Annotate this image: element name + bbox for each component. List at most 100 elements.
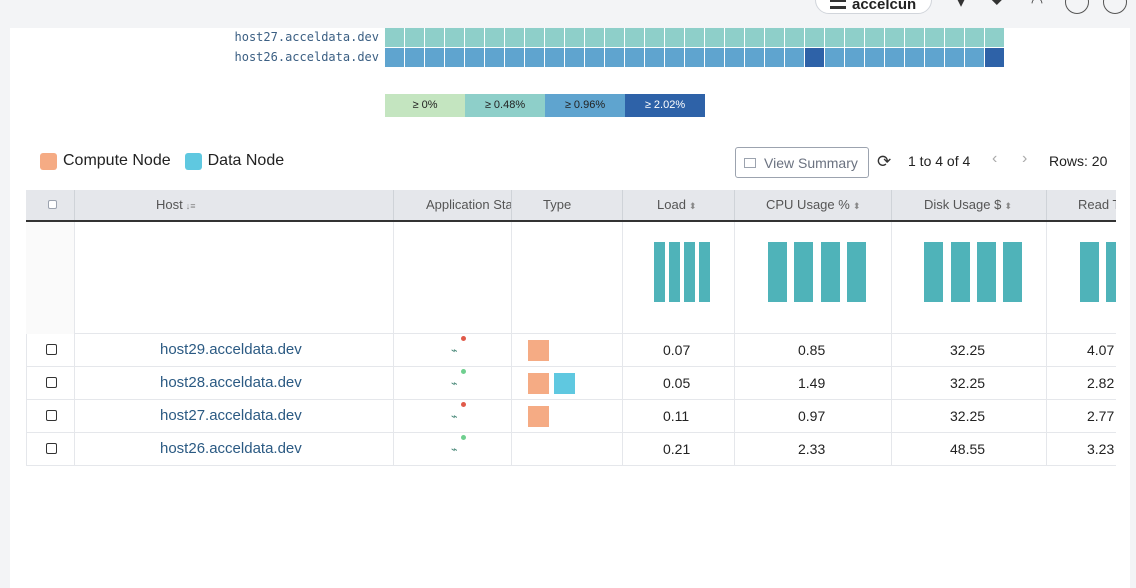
heatmap-cell[interactable] [985, 48, 1004, 67]
host-link[interactable]: host28.acceldata.dev [160, 374, 302, 391]
heatmap-cell[interactable] [705, 48, 724, 67]
rows-per-page[interactable]: Rows: 20 [1049, 153, 1108, 169]
host-link[interactable]: host29.acceldata.dev [160, 341, 302, 358]
heatmap-cell[interactable] [785, 28, 804, 47]
sort-icon[interactable]: ⬍ [1004, 201, 1012, 211]
heatmap-cell[interactable] [505, 48, 524, 67]
heatmap-cell[interactable] [545, 28, 564, 47]
heatmap-cell[interactable] [625, 48, 644, 67]
host-link[interactable]: host26.acceldata.dev [160, 440, 302, 457]
heatmap-cell[interactable] [785, 48, 804, 67]
heatmap-cell[interactable] [985, 28, 1004, 47]
heatmap-cell[interactable] [585, 28, 604, 47]
prev-page-icon[interactable]: ‹ [992, 150, 998, 167]
heatmap-cell[interactable] [665, 48, 684, 67]
sort-icon[interactable]: ⬍ [852, 201, 861, 211]
heatmap-cell[interactable] [925, 48, 944, 67]
heatmap-cell[interactable] [645, 48, 664, 67]
heatmap-cell[interactable] [745, 48, 764, 67]
column-read[interactable]: Read T [1078, 197, 1116, 212]
column-type[interactable]: Type [543, 197, 572, 212]
heatmap-cell[interactable] [625, 28, 644, 47]
heatmap-cell[interactable] [805, 48, 824, 67]
chevron-down-icon[interactable]: ▾ [957, 0, 965, 10]
row-checkbox[interactable] [46, 443, 57, 454]
heatmap-cell[interactable] [585, 48, 604, 67]
table-row[interactable]: host29.acceldata.dev ⌁ 0.07 0.85 32.25 4.07 [26, 334, 1116, 367]
heatmap-cell[interactable] [465, 48, 484, 67]
heatmap-cell[interactable] [925, 28, 944, 47]
heatmap-cell[interactable] [605, 48, 624, 67]
heatmap-cell[interactable] [965, 48, 984, 67]
heatmap-cell[interactable] [485, 28, 504, 47]
heatmap-cell[interactable] [645, 28, 664, 47]
row-checkbox[interactable] [46, 377, 57, 388]
heatmap-cell[interactable] [965, 28, 984, 47]
heatmap-cell[interactable] [905, 28, 924, 47]
select-all-checkbox[interactable] [48, 200, 57, 209]
refresh-icon[interactable]: ⟳ [877, 152, 892, 171]
heatmap-cell[interactable] [905, 48, 924, 67]
table-row[interactable]: host27.acceldata.dev ⌁ 0.11 0.97 32.25 2.77 [26, 400, 1116, 433]
heatmap-cell[interactable] [525, 48, 544, 67]
heatmap-cell[interactable] [745, 28, 764, 47]
heatmap-cell[interactable] [725, 48, 744, 67]
next-page-icon[interactable]: › [1022, 150, 1028, 167]
sort-desc-icon[interactable]: ↓≡ [185, 201, 196, 211]
activity-icon[interactable]: ⌁ [451, 345, 458, 357]
heatmap-cell[interactable] [845, 48, 864, 67]
activity-icon[interactable]: ⌁ [451, 444, 458, 456]
heatmap-cell[interactable] [845, 28, 864, 47]
heatmap-cell[interactable] [445, 48, 464, 67]
heatmap-cell[interactable] [425, 28, 444, 47]
heatmap-cell[interactable] [545, 48, 564, 67]
heatmap-cell[interactable] [445, 28, 464, 47]
heatmap-cell[interactable] [565, 28, 584, 47]
column-disk-usage[interactable]: Disk Usage $ ⬍ [924, 197, 1012, 212]
heatmap-cell[interactable] [405, 28, 424, 47]
heatmap-cell[interactable] [465, 28, 484, 47]
heatmap-cell[interactable] [505, 28, 524, 47]
column-application-status[interactable]: Application Status [426, 197, 511, 212]
bell-icon[interactable]: ⏷ [991, 0, 1003, 10]
heatmap-cell[interactable] [385, 48, 404, 67]
activity-icon[interactable]: ⌁ [451, 378, 458, 390]
heatmap-cell[interactable] [685, 28, 704, 47]
heatmap-cell[interactable] [825, 28, 844, 47]
activity-icon[interactable]: ⌁ [451, 411, 458, 423]
heatmap-cell[interactable] [865, 28, 884, 47]
row-checkbox[interactable] [46, 344, 57, 355]
heatmap-cell[interactable] [825, 48, 844, 67]
column-load[interactable]: Load ⬍ [657, 197, 697, 212]
heatmap-cell[interactable] [705, 28, 724, 47]
heatmap-cell[interactable] [525, 28, 544, 47]
column-host[interactable]: Host ↓≡ [156, 197, 196, 212]
heatmap-cell[interactable] [485, 48, 504, 67]
heatmap-cell[interactable] [405, 48, 424, 67]
user-icon[interactable]: ◠ [1030, 0, 1044, 10]
heatmap-cell[interactable] [885, 28, 904, 47]
legend-data-node[interactable]: Data Node [184, 152, 284, 170]
heatmap-cell[interactable] [725, 28, 744, 47]
heatmap-cell[interactable] [385, 28, 404, 47]
profile-icon[interactable] [1103, 0, 1127, 14]
table-row[interactable]: host28.acceldata.dev ⌁ 0.05 1.49 32.25 2.82 [26, 367, 1116, 400]
heatmap-cell[interactable] [865, 48, 884, 67]
heatmap-cell[interactable] [765, 48, 784, 67]
row-checkbox[interactable] [46, 410, 57, 421]
legend-compute-node[interactable]: Compute Node [40, 152, 171, 170]
heatmap-cell[interactable] [685, 48, 704, 67]
table-row[interactable]: host26.acceldata.dev ⌁ 0.21 2.33 48.55 3.23 [26, 433, 1116, 466]
heatmap-cell[interactable] [425, 48, 444, 67]
apps-icon[interactable] [1065, 0, 1089, 14]
host-link[interactable]: host27.acceldata.dev [160, 407, 302, 424]
heatmap-cell[interactable] [945, 28, 964, 47]
column-cpu-usage[interactable]: CPU Usage % ⬍ [766, 197, 861, 212]
heatmap-cell[interactable] [565, 48, 584, 67]
heatmap-cell[interactable] [605, 28, 624, 47]
sort-icon[interactable]: ⬍ [688, 201, 697, 211]
brand-selector[interactable]: accelcun [815, 0, 932, 14]
heatmap-cell[interactable] [885, 48, 904, 67]
heatmap-cell[interactable] [665, 28, 684, 47]
heatmap-cell[interactable] [805, 28, 824, 47]
